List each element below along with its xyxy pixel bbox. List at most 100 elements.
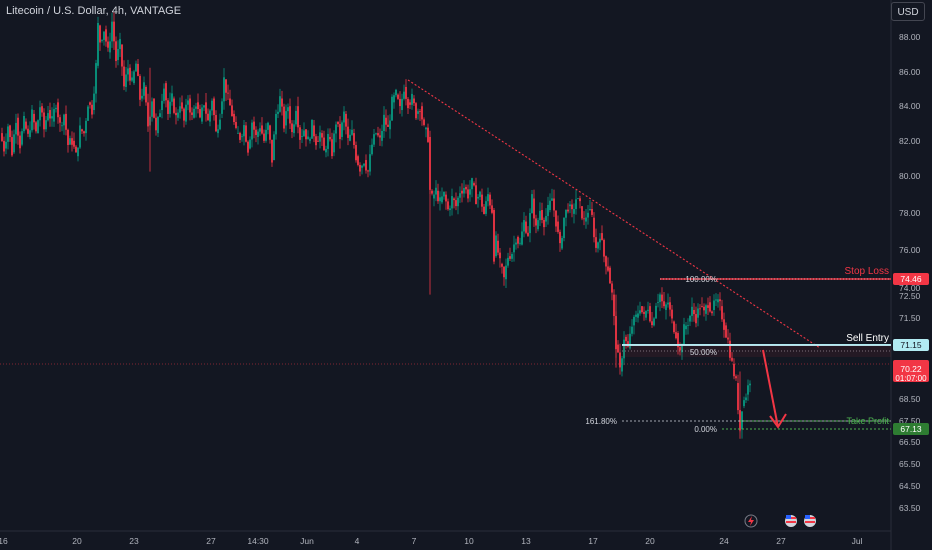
candle (659, 294, 661, 303)
candle (281, 98, 283, 107)
candle (369, 154, 371, 172)
candle (115, 41, 117, 62)
candle (253, 121, 255, 130)
candle (537, 220, 539, 230)
candle (303, 130, 305, 137)
candle (259, 128, 261, 132)
candle (261, 125, 263, 134)
candle (469, 189, 471, 195)
lightning-icon[interactable] (744, 514, 758, 528)
candle (657, 302, 659, 303)
candle (703, 306, 705, 311)
candle (151, 101, 153, 117)
time-axis[interactable]: 16 20 23 27 14:30 Jun 4 7 10 13 17 20 24 27 Jul (0, 536, 863, 546)
candle (13, 134, 15, 153)
candle (491, 205, 493, 213)
candle (165, 83, 167, 101)
y-tick-label: 86.00 (899, 67, 921, 77)
candle (57, 102, 59, 118)
candle (275, 113, 277, 135)
candle (515, 242, 517, 245)
candle (409, 102, 411, 105)
candle (239, 132, 241, 140)
candle (329, 136, 331, 140)
candle (351, 129, 353, 135)
candle (587, 212, 589, 218)
candle (655, 305, 657, 319)
y-tick-label: 71.50 (899, 313, 921, 323)
candle (557, 221, 559, 232)
candle (521, 231, 523, 245)
candle (317, 140, 319, 142)
candle (559, 231, 561, 244)
projection-arrow[interactable] (762, 349, 779, 428)
candle (723, 319, 725, 330)
candle (489, 194, 491, 206)
candle (93, 93, 95, 111)
currency-button[interactable]: USD (891, 2, 925, 21)
candle (227, 92, 229, 94)
candle (377, 133, 379, 136)
candle (207, 113, 209, 121)
candle (451, 196, 453, 209)
svg-text:71.15: 71.15 (900, 340, 922, 350)
candle (187, 100, 189, 105)
candle (175, 112, 177, 116)
y-tick-label: 74.00 (899, 283, 921, 293)
candle (153, 98, 155, 118)
candle (401, 98, 403, 111)
candle (283, 106, 285, 129)
candle (727, 337, 729, 340)
candle (519, 242, 521, 244)
sell-entry-text: Sell Entry (846, 333, 889, 344)
candle (625, 336, 627, 342)
candle (101, 39, 103, 41)
candle (43, 112, 45, 130)
candle (649, 306, 651, 322)
candle (517, 236, 519, 244)
candle (323, 137, 325, 151)
candle (111, 21, 113, 42)
candle (725, 325, 727, 338)
candle (545, 216, 547, 222)
candle (425, 127, 427, 130)
candle (23, 115, 25, 132)
x-tick-label: 20 (645, 536, 655, 546)
candle (77, 147, 79, 157)
candle (361, 165, 363, 168)
candle (383, 114, 385, 131)
candle (287, 107, 289, 112)
us-flag-icon[interactable] (785, 515, 797, 527)
candle (505, 265, 507, 280)
candle (621, 358, 623, 372)
candle (265, 129, 267, 141)
candle (31, 109, 33, 131)
trendline[interactable] (407, 79, 821, 349)
us-flag-icon-2[interactable] (804, 515, 816, 527)
candle (471, 178, 473, 190)
candle (551, 198, 553, 201)
candle (693, 309, 695, 315)
candle (273, 134, 275, 161)
candle (235, 122, 237, 128)
candle (651, 321, 653, 326)
candle (121, 44, 123, 67)
candle (393, 95, 395, 103)
y-tick-label: 78.00 (899, 208, 921, 218)
candle (379, 135, 381, 138)
candle (613, 294, 615, 317)
candle (373, 134, 375, 145)
candle (679, 347, 681, 351)
candle (609, 267, 611, 284)
candle (413, 98, 415, 104)
candle (463, 188, 465, 194)
candle (631, 326, 633, 334)
candle (645, 310, 647, 318)
candle (713, 300, 715, 310)
candle (481, 194, 483, 207)
y-tick-label: 63.50 (899, 503, 921, 513)
x-tick-label: 20 (72, 536, 82, 546)
candle (381, 130, 383, 141)
